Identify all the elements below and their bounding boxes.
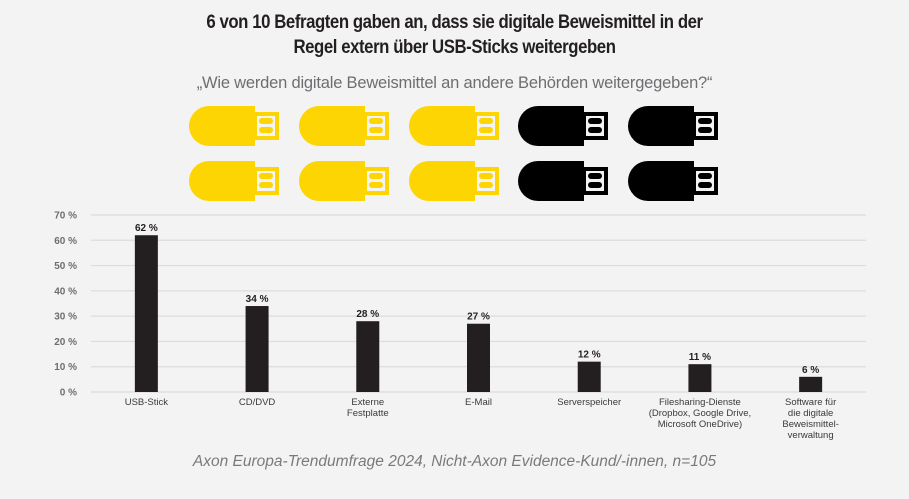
- bar-value-label: 11 %: [689, 352, 711, 363]
- source-caption: Axon Europa-Trendumfrage 2024, Nicht-Axo…: [192, 453, 717, 470]
- x-tick-label-line: Filesharing-Dienste: [659, 397, 741, 408]
- bar: [356, 321, 380, 392]
- chart-subtitle: „Wie werden digitale Beweismittel an and…: [196, 74, 713, 92]
- x-tick-label-line: Software für: [785, 397, 836, 408]
- x-tick-label-line: CD/DVD: [239, 397, 276, 408]
- y-tick-label: 70 %: [54, 211, 77, 222]
- y-tick-label: 40 %: [54, 286, 77, 297]
- y-tick-label: 50 %: [54, 261, 77, 272]
- x-tick-label: CD/DVD: [239, 397, 276, 408]
- x-tick-label-line: Microsoft OneDrive): [658, 419, 742, 430]
- usb-stick-icon: [189, 161, 279, 201]
- y-tick-label: 0 %: [60, 388, 77, 399]
- bar: [245, 306, 269, 392]
- y-tick-label: 10 %: [54, 362, 77, 373]
- chart-title-line: 6 von 10 Befragten gaben an, dass sie di…: [206, 11, 703, 33]
- chart-title: 6 von 10 Befragten gaben an, dass sie di…: [64, 10, 846, 60]
- x-tick-label-line: Serverspeicher: [557, 397, 621, 408]
- bar-value-label: 62 %: [135, 223, 158, 234]
- bar: [467, 323, 490, 392]
- x-tick-label-line: Beweismittel-: [782, 419, 839, 430]
- bar: [688, 364, 712, 392]
- x-tick-label: Software für die digitale Beweismittel-ver…: [782, 397, 839, 441]
- x-tick-label-line: (Dropbox, Google Drive,: [649, 408, 751, 419]
- bar-value-label: 12 %: [578, 350, 601, 361]
- x-tick-label-line: Festplatte: [347, 408, 389, 419]
- bar-chart: 0 % 10 % 20 % 30 % 40 % 50 % 60 % 70 % 62 % USB-S…: [54, 211, 866, 441]
- chart-title-line: Regel extern über USB-Sticks weitergeben: [293, 36, 616, 58]
- bar: [577, 361, 601, 392]
- x-tick-label: Externe Festplatte: [347, 397, 389, 419]
- y-tick-label: 60 %: [54, 236, 77, 247]
- usb-stick-icon: [628, 106, 718, 146]
- x-tick-label-line: Externe: [351, 397, 384, 408]
- usb-stick-icon: [518, 161, 608, 201]
- bar: [799, 376, 823, 392]
- usb-icon-array: [0, 106, 909, 201]
- x-tick-label: E-Mail: [465, 397, 492, 408]
- y-tick-label: 30 %: [54, 312, 77, 323]
- x-tick-label: Filesharing-Dienste (Dropbox, Google Driv…: [649, 397, 751, 430]
- bar-value-label: 34 %: [246, 294, 269, 305]
- x-tick-label: USB-Stick: [125, 397, 169, 408]
- x-tick-label-line: die digitale: [788, 408, 833, 419]
- x-tick-label: Serverspeicher: [557, 397, 621, 408]
- bar-value-label: 27 %: [467, 312, 490, 323]
- x-tick-label-line: USB-Stick: [125, 397, 169, 408]
- bar-value-label: 28 %: [356, 309, 379, 320]
- usb-stick-icon: [409, 106, 499, 146]
- usb-stick-icon: [628, 161, 718, 201]
- bar: [134, 235, 158, 392]
- usb-stick-icon: [299, 106, 389, 146]
- usb-stick-icon: [189, 106, 279, 146]
- bar-value-label: 6 %: [802, 365, 819, 376]
- usb-stick-icon: [299, 161, 389, 201]
- usb-stick-icon: [409, 161, 499, 201]
- usb-stick-icon: [518, 106, 608, 146]
- x-tick-label-line: verwaltung: [788, 430, 834, 441]
- x-tick-label-line: E-Mail: [465, 397, 492, 408]
- y-tick-label: 20 %: [54, 337, 77, 348]
